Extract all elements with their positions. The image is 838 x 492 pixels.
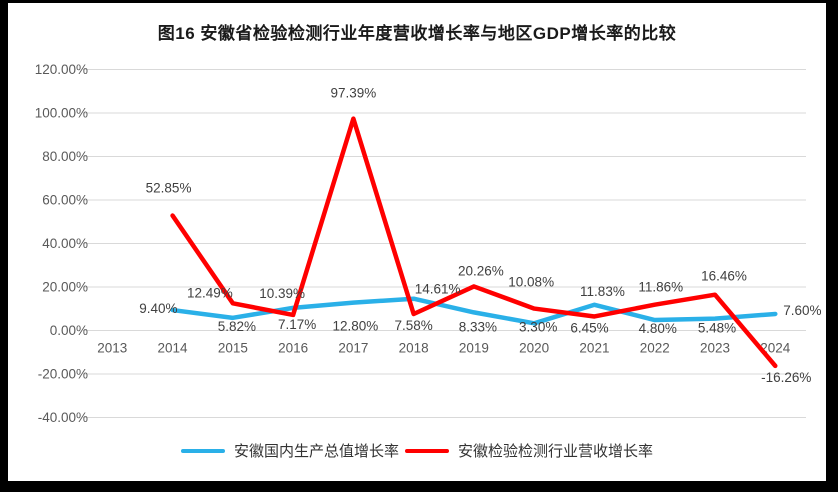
- data-label-gdp-2017: 12.80%: [332, 319, 378, 334]
- x-axis-tick-label: 2022: [640, 341, 670, 356]
- y-axis-tick-label: -40.00%: [38, 410, 88, 425]
- data-label-industry-2018: 7.58%: [395, 318, 433, 333]
- data-label-gdp-2022: 4.80%: [639, 321, 677, 336]
- data-label-gdp-2016: 10.39%: [259, 286, 305, 301]
- x-axis-tick-label: 2018: [399, 341, 429, 356]
- data-label-industry-2024: -16.26%: [761, 370, 811, 385]
- y-axis-tick-label: 80.00%: [42, 149, 88, 164]
- data-label-gdp-2019: 8.33%: [459, 319, 497, 334]
- data-label-industry-2023: 16.46%: [701, 269, 747, 284]
- data-label-industry-2020: 10.08%: [508, 275, 554, 290]
- data-label-industry-2019: 20.26%: [458, 263, 504, 278]
- data-label-gdp-2014: 9.40%: [139, 301, 177, 316]
- series-line-industry: [170, 116, 778, 369]
- y-axis-tick-label: -20.00%: [38, 367, 88, 382]
- y-axis-tick-label: 40.00%: [42, 236, 88, 251]
- legend-line-swatch-gdp: [180, 448, 225, 453]
- y-axis-tick-label: 100.00%: [35, 106, 88, 121]
- x-axis-tick-label: 2014: [158, 341, 189, 356]
- data-label-industry-2022: 11.86%: [638, 280, 683, 295]
- legend-line-swatch-industry: [405, 448, 449, 453]
- data-label-gdp-2021: 11.83%: [580, 284, 625, 299]
- data-label-gdp-2015: 5.82%: [218, 319, 256, 334]
- x-axis-tick-label: 2021: [579, 341, 609, 356]
- x-axis-tick-label: 2015: [218, 341, 248, 356]
- legend-label-industry: 安徽检验检测行业营收增长率: [458, 443, 654, 460]
- legend-label-gdp: 安徽国内生产总值增长率: [233, 443, 399, 460]
- data-label-gdp-2023: 5.48%: [698, 321, 736, 336]
- y-axis-tick-label: 60.00%: [42, 193, 88, 208]
- x-axis-tick-label: 2023: [700, 341, 730, 356]
- y-axis-tick-label: 120.00%: [35, 62, 88, 77]
- x-axis-tick-label: 2017: [338, 341, 368, 356]
- data-label-industry-2014: 52.85%: [146, 181, 192, 196]
- x-axis-tick-label: 2024: [760, 341, 791, 356]
- x-axis-tick-label: 2020: [519, 341, 549, 356]
- x-axis-tick-label: 2013: [97, 341, 127, 356]
- chart-title: 图16 安徽省检验检测行业年度营收增长率与地区GDP增长率的比较: [157, 24, 677, 43]
- data-label-gdp-2020: 3.30%: [519, 319, 557, 334]
- plot-area: 120.00% 100.00% 80.00% 60.00% 40.00% 20.00% 0.…: [35, 62, 822, 425]
- x-axis-tick-label: 2016: [278, 341, 308, 356]
- legend: 安徽国内生产总值增长率 安徽检验检测行业营收增长率: [8, 440, 826, 461]
- y-axis-tick-label: 0.00%: [50, 323, 88, 338]
- legend-item-gdp: 安徽国内生产总值增长率: [180, 440, 399, 461]
- data-label-industry-2015: 12.49%: [187, 285, 233, 300]
- y-axis-tick-label: 20.00%: [42, 280, 88, 295]
- legend-item-industry: 安徽检验检测行业营收增长率: [405, 440, 653, 461]
- x-axis-tick-label: 2019: [459, 341, 489, 356]
- data-label-industry-2017: 97.39%: [330, 86, 376, 101]
- data-label-gdp-2024: 7.60%: [783, 303, 821, 318]
- data-label-industry-2021: 6.45%: [570, 320, 608, 335]
- data-label-gdp-2018: 14.61%: [415, 282, 461, 297]
- data-label-industry-2016: 7.17%: [278, 317, 316, 332]
